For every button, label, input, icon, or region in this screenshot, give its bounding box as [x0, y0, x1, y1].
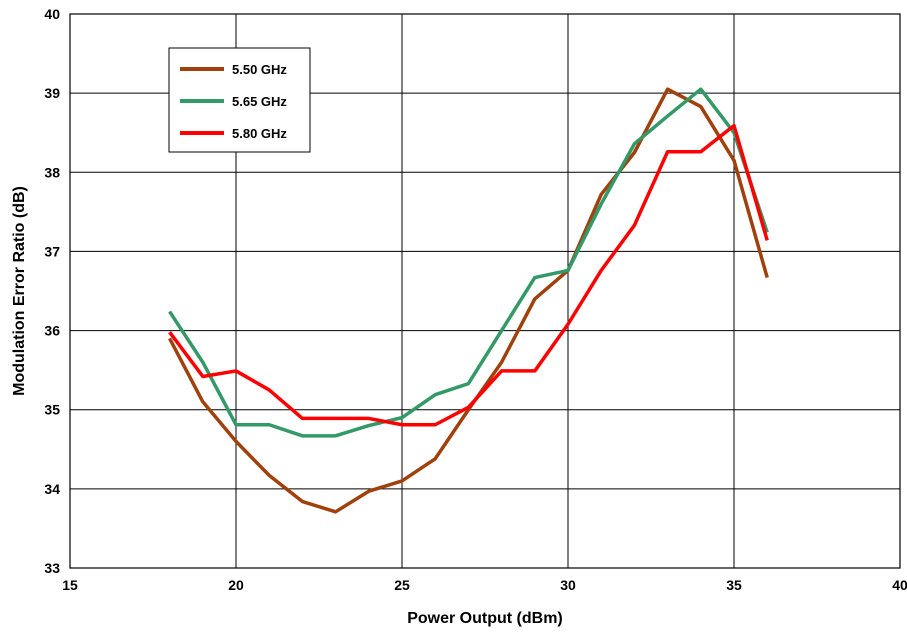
y-tick-label: 40: [44, 6, 60, 22]
y-axis-title: Modulation Error Ratio (dB): [11, 186, 28, 396]
y-tick-label: 36: [44, 323, 60, 339]
y-tick-label: 33: [44, 560, 60, 576]
y-tick-label: 37: [44, 243, 60, 259]
x-tick-label: 25: [394, 577, 410, 593]
legend-label-5-65-ghz: 5.65 GHz: [232, 94, 287, 109]
series-line-5-65-ghz: [168, 87, 769, 438]
x-tick-label: 15: [62, 577, 78, 593]
y-tick-label: 35: [44, 402, 60, 418]
legend-label-5-80-ghz: 5.80 GHz: [232, 126, 287, 141]
y-tick-label: 39: [44, 85, 60, 101]
y-tick-label: 34: [44, 481, 60, 497]
series-lines: [168, 87, 769, 514]
x-tick-label: 30: [560, 577, 576, 593]
y-tick-labels: 33 34 35 36 37 38 39 40: [44, 6, 60, 576]
legend: 5.50 GHz 5.65 GHz 5.80 GHz: [168, 47, 311, 153]
x-tick-labels: 15 20 25 30 35 40: [62, 577, 907, 593]
x-tick-label: 40: [892, 577, 907, 593]
x-axis-title: Power Output (dBm): [407, 610, 563, 627]
legend-item-5-80-ghz: 5.80 GHz: [180, 126, 287, 141]
legend-item-5-50-ghz: 5.50 GHz: [180, 62, 287, 77]
series-line-5-50-ghz: [168, 87, 769, 514]
gridlines: [70, 14, 900, 568]
x-tick-label: 35: [726, 577, 742, 593]
legend-label-5-50-ghz: 5.50 GHz: [232, 62, 287, 77]
series-line-5-80-ghz: [168, 123, 769, 427]
legend-item-5-65-ghz: 5.65 GHz: [180, 94, 287, 109]
x-tick-label: 20: [228, 577, 244, 593]
y-tick-label: 38: [44, 164, 60, 180]
plot-border: [69, 13, 901, 569]
